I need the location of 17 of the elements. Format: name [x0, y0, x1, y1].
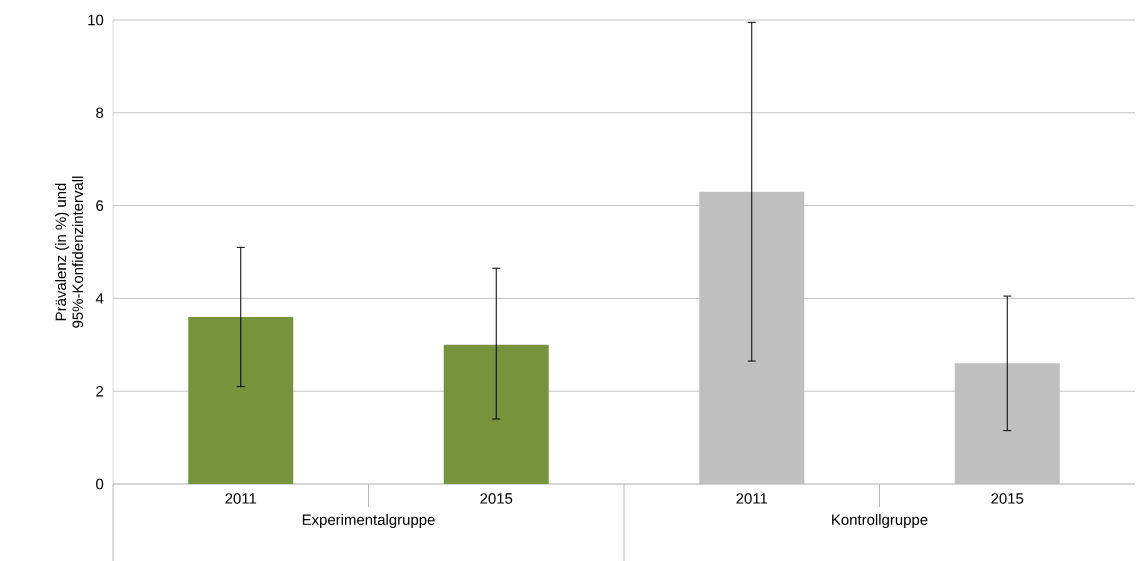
y-tick-label: 10	[88, 14, 104, 26]
bar	[699, 191, 805, 484]
bar	[954, 363, 1060, 484]
y-tick-label: 2	[96, 385, 104, 397]
bar	[443, 344, 549, 484]
x-tick-label: 2015	[991, 493, 1024, 504]
y-tick-label: 6	[96, 200, 104, 211]
y-tick-label: 0	[96, 478, 104, 490]
text: Experimentalgruppe	[302, 514, 435, 528]
x-tick-label: 2011	[225, 493, 257, 504]
y-axis-title: Prävalenz (in %) und 95%-Konfidenzintervall	[55, 176, 84, 328]
x-tick-label: 2011	[736, 493, 768, 504]
bar	[188, 316, 294, 484]
y-tick-label: 4	[95, 293, 104, 304]
x-tick-label: 2015	[480, 493, 513, 504]
y-tick-label: 8	[96, 107, 104, 119]
text: Kontrollgruppe	[832, 514, 928, 528]
